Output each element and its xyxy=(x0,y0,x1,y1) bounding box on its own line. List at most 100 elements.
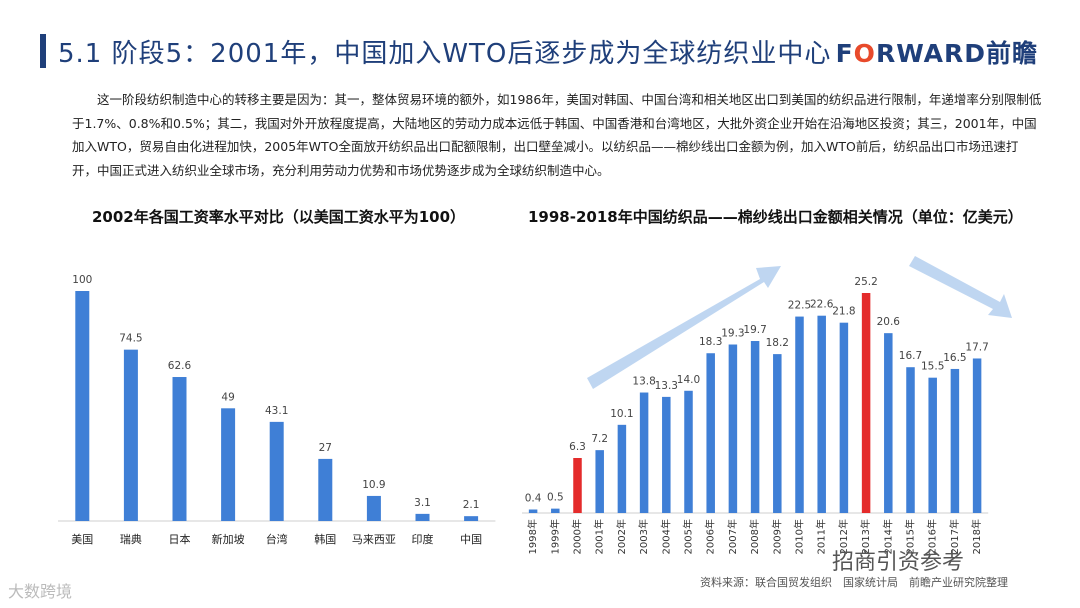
export-bar-value-label: 19.3 xyxy=(721,328,744,340)
wage-bar-value-label: 2.1 xyxy=(463,499,480,511)
wage-bar xyxy=(464,516,479,521)
export-bar xyxy=(839,322,849,513)
export-bar-value-label: 20.6 xyxy=(877,316,901,328)
body-paragraph: 这一阶段纺织制造中心的转移主要是因为：其一，整体贸易环境的额外，如1986年，美… xyxy=(72,92,1042,178)
wage-category-label: 瑞典 xyxy=(120,532,142,546)
export-bar xyxy=(728,344,738,513)
title-accent-bar xyxy=(40,34,46,68)
export-year-label: 2002年 xyxy=(615,519,628,554)
export-year-label: 2012年 xyxy=(837,519,850,554)
export-bar-value-label: 25.2 xyxy=(854,276,877,288)
export-year-label: 1998年 xyxy=(526,519,539,554)
watermark-right: 招商引资参考 xyxy=(832,550,965,575)
wage-category-label: 印度 xyxy=(412,532,434,546)
export-bar-value-label: 7.2 xyxy=(591,433,608,445)
wage-category-label: 韩国 xyxy=(314,532,336,546)
wage-category-label: 中国 xyxy=(460,533,482,546)
export-year-label: 2003年 xyxy=(637,519,650,554)
wage-chart-title: 2002年各国工资率水平对比（以美国工资水平为100） xyxy=(92,208,466,226)
logo-o: O xyxy=(853,39,876,68)
source-note: 资料来源：联合国贸发组织 国家统计局 前瞻产业研究院整理 xyxy=(700,576,1008,589)
wage-bar xyxy=(366,495,381,521)
watermark-left: 大数跨境 xyxy=(8,582,73,601)
export-bar xyxy=(817,315,826,513)
export-bar xyxy=(573,458,582,513)
export-bar-value-label: 13.8 xyxy=(632,376,655,388)
export-bar xyxy=(684,390,693,513)
export-chart-title: 1998-2018年中国纺织品——棉纱线出口金额相关情况（单位：亿美元） xyxy=(528,208,1023,226)
wage-bar-value-label: 49 xyxy=(221,391,234,403)
export-bar-value-label: 18.3 xyxy=(699,336,722,348)
export-year-label: 2004年 xyxy=(659,519,672,554)
page-title: 5.1 阶段5：2001年，中国加入WTO后逐步成为全球纺织业中心 xyxy=(58,39,832,69)
export-bar-value-label: 0.5 xyxy=(547,492,564,504)
export-bar-value-label: 10.1 xyxy=(610,408,633,420)
export-bar-value-label: 15.5 xyxy=(921,361,944,373)
export-year-label: 1999年 xyxy=(548,519,561,554)
forward-logo: FORWARD前瞻 xyxy=(836,34,1038,70)
wage-bar-value-label: 3.1 xyxy=(414,497,431,509)
export-year-label: 2015年 xyxy=(904,519,917,554)
wage-bar-value-label: 27 xyxy=(319,442,332,454)
logo-rest: RWARD前瞻 xyxy=(875,39,1038,68)
export-bar-value-label: 13.3 xyxy=(655,380,678,392)
wage-category-label: 马来西亚 xyxy=(352,533,396,546)
export-year-label: 2014年 xyxy=(881,519,894,554)
export-year-label: 2000年 xyxy=(571,519,584,554)
wage-bar-value-label: 100 xyxy=(72,274,92,286)
export-bar xyxy=(795,316,804,513)
export-bar-value-label: 22.6 xyxy=(810,299,834,311)
export-year-label: 2005年 xyxy=(682,519,695,554)
wage-bar xyxy=(75,291,90,521)
wage-category-label: 美国 xyxy=(71,533,93,546)
wage-bar-value-label: 10.9 xyxy=(362,479,385,491)
export-year-label: 2007年 xyxy=(726,519,739,554)
export-bar xyxy=(662,396,671,513)
export-bar xyxy=(617,424,627,513)
export-bar-value-label: 16.5 xyxy=(943,352,966,364)
export-bar-value-label: 19.7 xyxy=(743,324,766,336)
export-bar-value-label: 18.2 xyxy=(766,337,789,349)
wage-category-label: 台湾 xyxy=(266,532,288,546)
export-bar xyxy=(884,333,893,513)
wage-category-label: 日本 xyxy=(169,532,191,546)
export-year-label: 2010年 xyxy=(793,519,806,554)
export-bar-value-label: 0.4 xyxy=(525,493,542,505)
export-bar-value-label: 22.5 xyxy=(788,300,811,312)
wage-bar xyxy=(172,377,187,521)
export-bar-value-label: 17.7 xyxy=(965,341,988,353)
export-bar xyxy=(551,508,560,513)
export-year-label: 2011年 xyxy=(815,519,828,554)
wage-bar-value-label: 62.6 xyxy=(168,360,192,372)
export-year-label: 2006年 xyxy=(704,519,717,554)
export-bar xyxy=(972,358,982,513)
export-year-label: 2018年 xyxy=(970,519,983,554)
wage-bar-value-label: 43.1 xyxy=(265,405,288,417)
wage-bar xyxy=(221,408,236,521)
export-bar xyxy=(750,341,760,513)
export-bar xyxy=(950,368,960,513)
export-year-label: 2009年 xyxy=(770,519,783,554)
export-bar xyxy=(861,293,871,513)
export-year-label: 2016年 xyxy=(926,519,939,554)
export-year-label: 2017年 xyxy=(948,519,961,554)
export-bar xyxy=(906,367,915,513)
export-bar-value-label: 21.8 xyxy=(832,306,855,318)
export-bar xyxy=(706,353,715,513)
downtrend-arrow xyxy=(909,256,1012,318)
wage-bar xyxy=(415,513,430,521)
wage-bar xyxy=(123,349,138,521)
export-year-label: 2013年 xyxy=(859,519,872,554)
export-year-label: 2001年 xyxy=(593,519,606,554)
export-bar-value-label: 6.3 xyxy=(569,441,586,453)
export-bar xyxy=(639,392,649,513)
export-bar-value-label: 14.0 xyxy=(677,374,700,386)
export-bar-value-label: 16.7 xyxy=(899,350,922,362)
export-bar xyxy=(595,450,604,513)
wage-bar xyxy=(269,421,284,521)
export-bar xyxy=(528,509,538,513)
wage-category-label: 新加坡 xyxy=(212,532,245,546)
wage-bar-value-label: 74.5 xyxy=(119,333,142,345)
wage-bar xyxy=(318,458,333,521)
